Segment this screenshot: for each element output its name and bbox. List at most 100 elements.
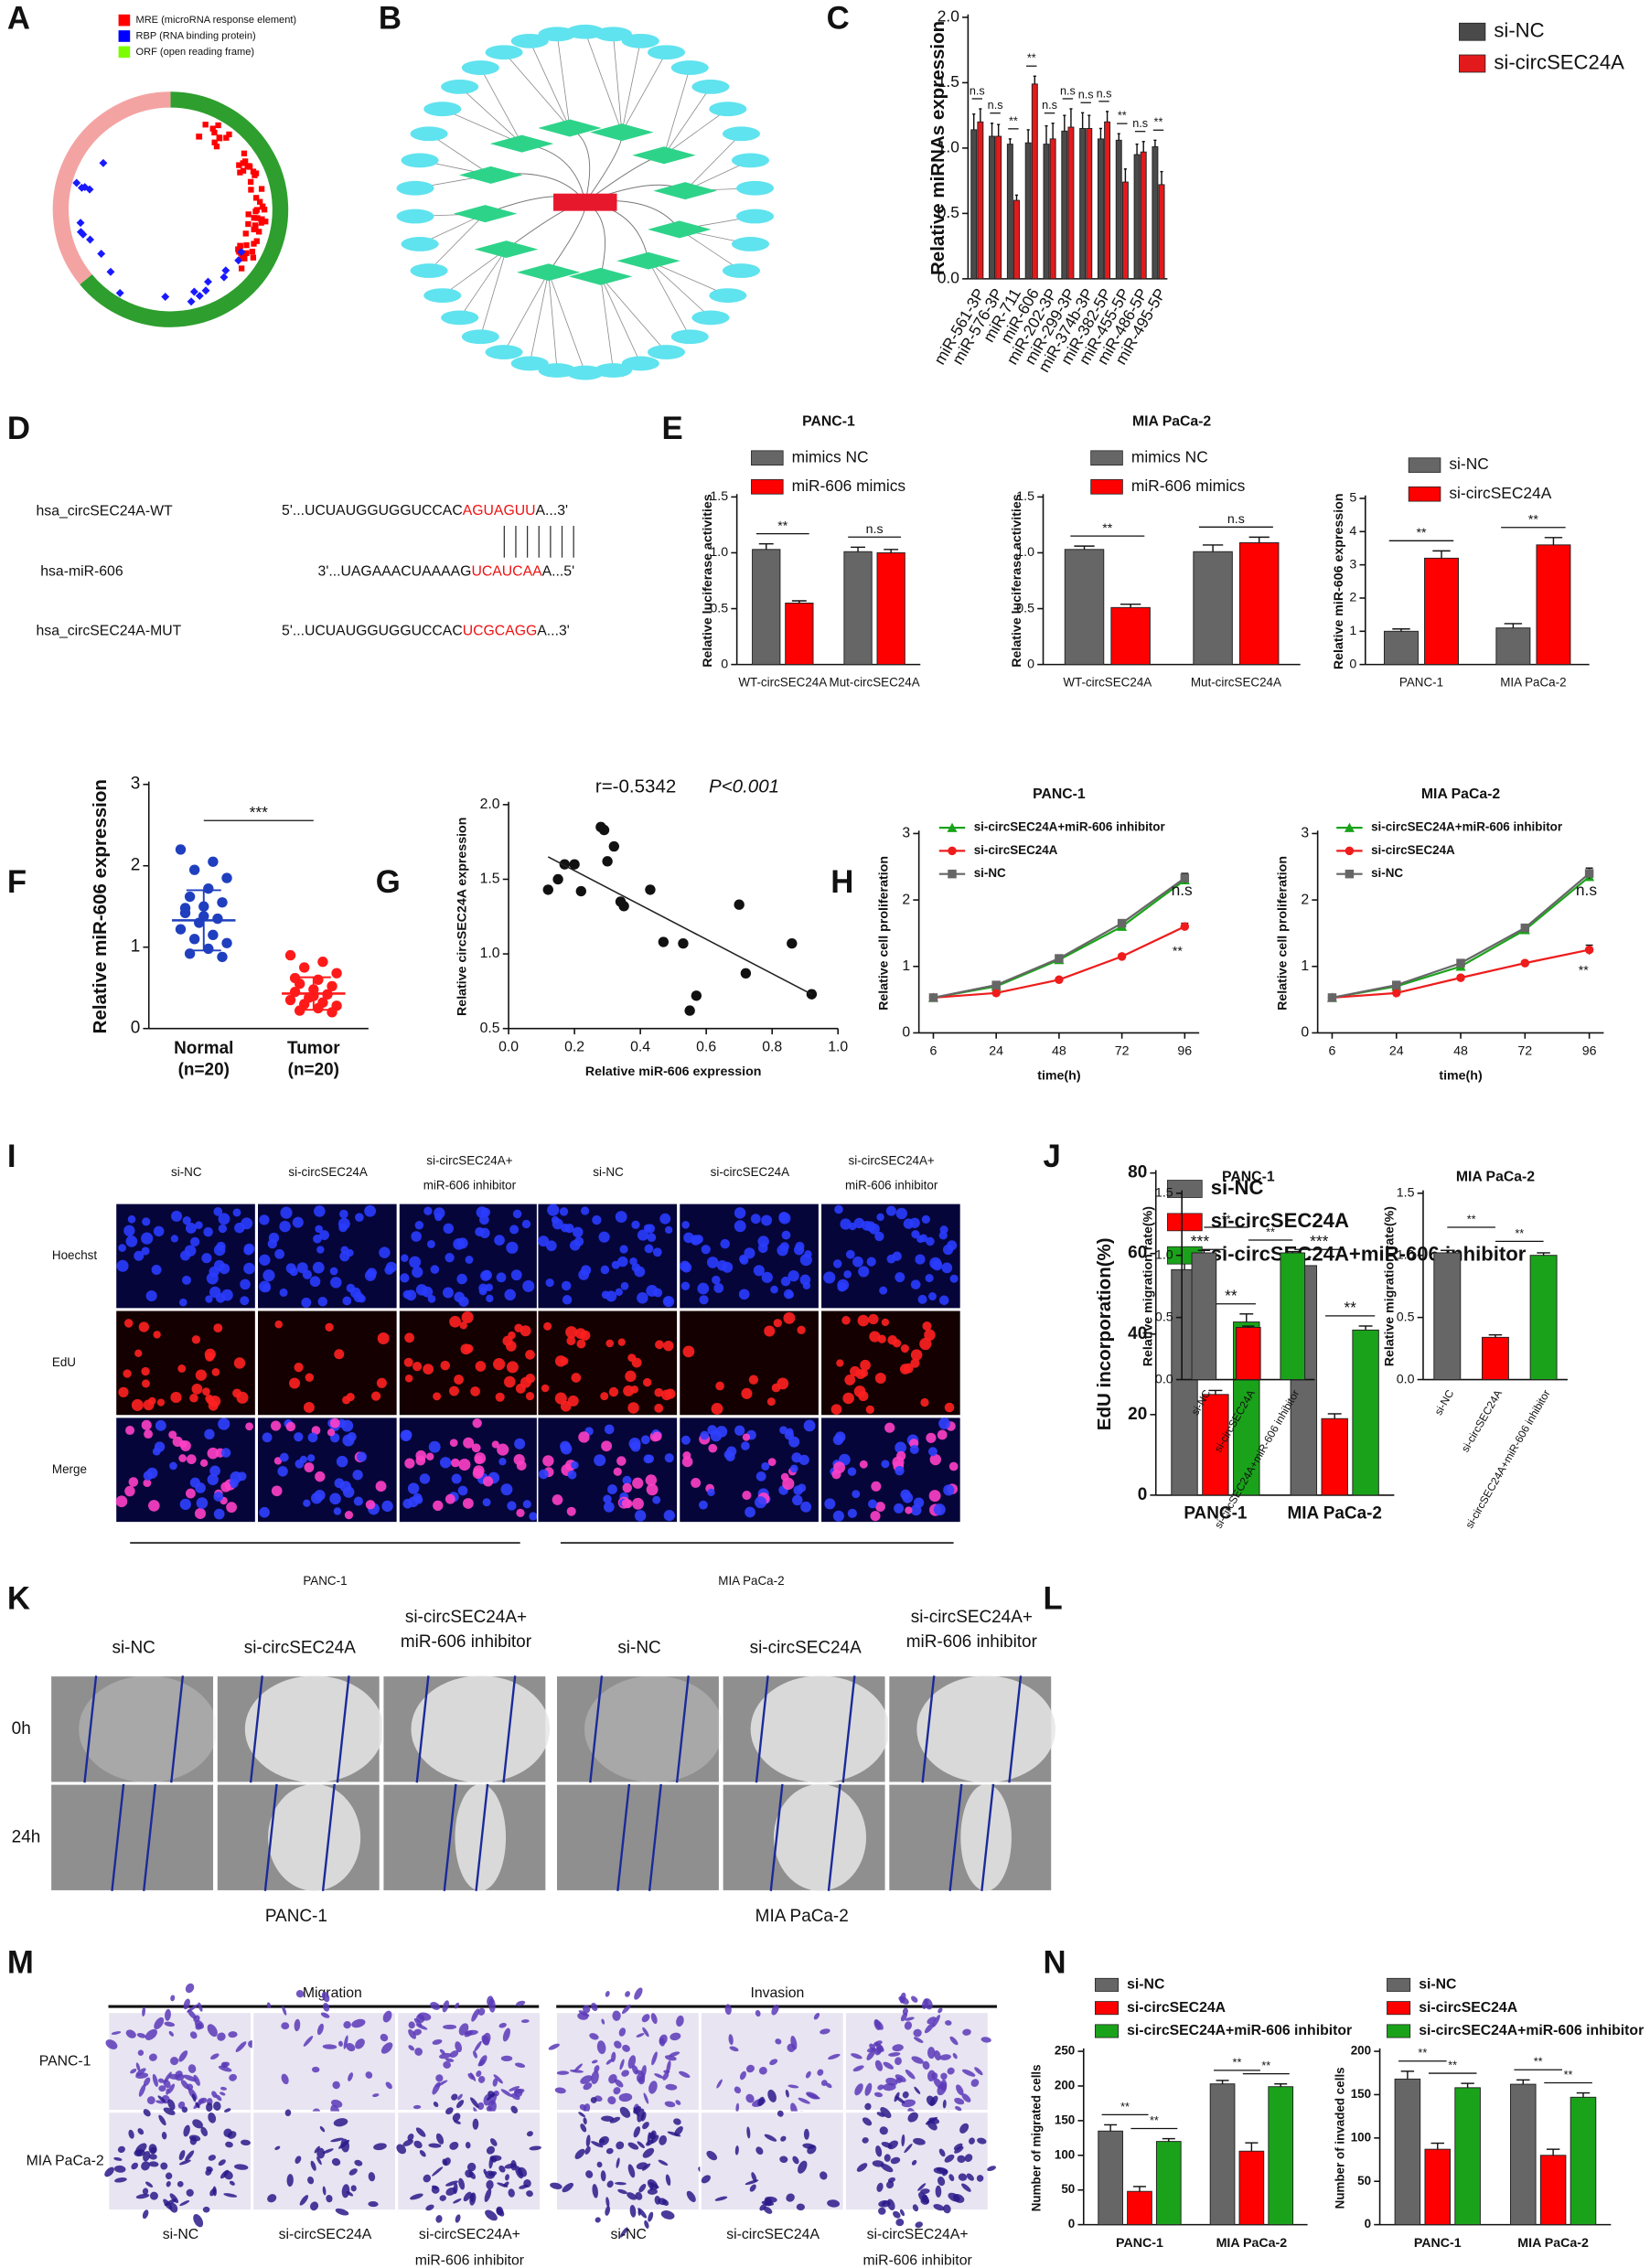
stained-cell: [164, 2021, 176, 2027]
stained-cell: [583, 2117, 587, 2125]
wound-glow: [455, 1783, 507, 1891]
legend-swatch: [751, 479, 784, 495]
stained-cell: [596, 2040, 606, 2055]
cell-nucleus: [213, 1206, 223, 1216]
stained-cell: [917, 2183, 927, 2191]
sequence-part: A...3': [537, 623, 569, 638]
y-tick-label: 1.5: [1155, 1186, 1173, 1201]
cell-nucleus: [927, 1447, 938, 1457]
bar: [1086, 127, 1093, 280]
cell-nucleus: [800, 1501, 812, 1513]
x-tick-label: 6: [1328, 1044, 1335, 1059]
cell-nucleus: [663, 1340, 674, 1352]
cell-nucleus: [353, 1496, 363, 1506]
wound-edge: [263, 1783, 278, 1891]
stained-cell: [872, 2160, 884, 2167]
x-tick-label: 0.6: [696, 1039, 716, 1054]
stained-cell: [165, 2008, 171, 2021]
stained-cell: [338, 2139, 350, 2149]
data-point: [542, 884, 553, 895]
y-tick-label: 1: [131, 937, 141, 957]
y-tick-label: 1.5: [480, 872, 500, 887]
rbp-mark: [220, 273, 229, 282]
wound-glow: [773, 1783, 867, 1891]
stained-cell: [883, 2061, 894, 2070]
column-label: si-circSEC24A+: [849, 1154, 935, 1168]
stained-cell: [412, 2028, 422, 2036]
stained-cell: [152, 2073, 158, 2087]
edge: [479, 67, 522, 144]
legend-swatch: [1090, 450, 1123, 466]
cell-nucleus: [506, 1361, 519, 1374]
significance-label: ***: [1191, 1232, 1210, 1250]
cell-nucleus: [433, 1392, 442, 1401]
cell-nucleus: [376, 1377, 387, 1388]
column-label: si-circSEC24A+: [426, 1154, 512, 1168]
chart-title: MIA PaCa-2: [1132, 413, 1211, 429]
cell-nucleus: [644, 1244, 654, 1254]
stained-cell: [423, 2174, 432, 2183]
stained-cell: [453, 2120, 461, 2124]
legend-swatch: [118, 46, 131, 59]
marker: [991, 989, 1001, 998]
mre-mark: [235, 246, 241, 252]
stained-cell: [500, 2089, 513, 2097]
stained-cell: [208, 2113, 217, 2124]
cell-nucleus: [379, 1246, 391, 1258]
stained-cell: [927, 2017, 937, 2025]
stained-cell: [600, 2170, 606, 2182]
significance-label: **: [1225, 1286, 1238, 1304]
panel-letter: A: [7, 1, 30, 36]
stained-cell: [137, 2128, 145, 2135]
cell-nucleus: [739, 1254, 748, 1264]
mre-mark: [245, 211, 252, 218]
stained-cell: [235, 2041, 247, 2052]
mrna-node: [441, 310, 479, 326]
cell-nucleus: [427, 1294, 436, 1303]
cell-nucleus: [755, 1471, 766, 1482]
stained-cell: [938, 2148, 946, 2157]
marker: [1055, 954, 1064, 963]
marker: [948, 869, 957, 879]
cell-nucleus: [342, 1396, 351, 1405]
legend-label: si-circSEC24A: [1494, 50, 1624, 73]
rbp-mark: [187, 297, 196, 306]
edge: [600, 276, 667, 353]
stained-cell: [135, 2072, 149, 2079]
cell-nucleus: [313, 1234, 322, 1244]
stained-cell: [792, 2156, 799, 2165]
cell-nucleus: [941, 1262, 953, 1274]
cell-nucleus: [529, 1512, 538, 1521]
legend-swatch: [1408, 486, 1441, 502]
stained-cell: [343, 2020, 351, 2029]
data-point: [203, 943, 214, 955]
stained-cell: [954, 2097, 965, 2105]
stained-cell: [777, 2110, 784, 2117]
y-tick-label: 1.0: [710, 545, 728, 560]
cell-nucleus: [840, 1218, 852, 1230]
stained-cell: [138, 2083, 146, 2097]
cell-nucleus: [504, 1289, 516, 1301]
cell-nucleus: [662, 1295, 675, 1308]
stained-cell: [641, 2014, 650, 2023]
stained-cell: [901, 2134, 905, 2147]
edge: [428, 213, 486, 272]
cell-nucleus: [627, 1402, 639, 1414]
stained-cell: [193, 2074, 200, 2086]
cell-nucleus: [207, 1473, 219, 1486]
bar: [1067, 126, 1075, 280]
stained-cell: [414, 2048, 423, 2056]
cell-nucleus: [209, 1286, 221, 1299]
mrna-node: [736, 180, 775, 196]
stained-cell: [912, 2204, 919, 2212]
stained-cell: [755, 2146, 764, 2156]
cell-nucleus: [496, 1272, 507, 1283]
mirna-node: [616, 251, 680, 270]
cell-nucleus: [853, 1217, 865, 1229]
cell-nucleus: [615, 1211, 627, 1223]
stained-cell: [432, 2166, 444, 2177]
stained-cell: [958, 2173, 968, 2181]
stained-cell: [622, 2044, 630, 2052]
stained-cell: [949, 2036, 959, 2046]
stained-cell: [346, 2042, 356, 2052]
